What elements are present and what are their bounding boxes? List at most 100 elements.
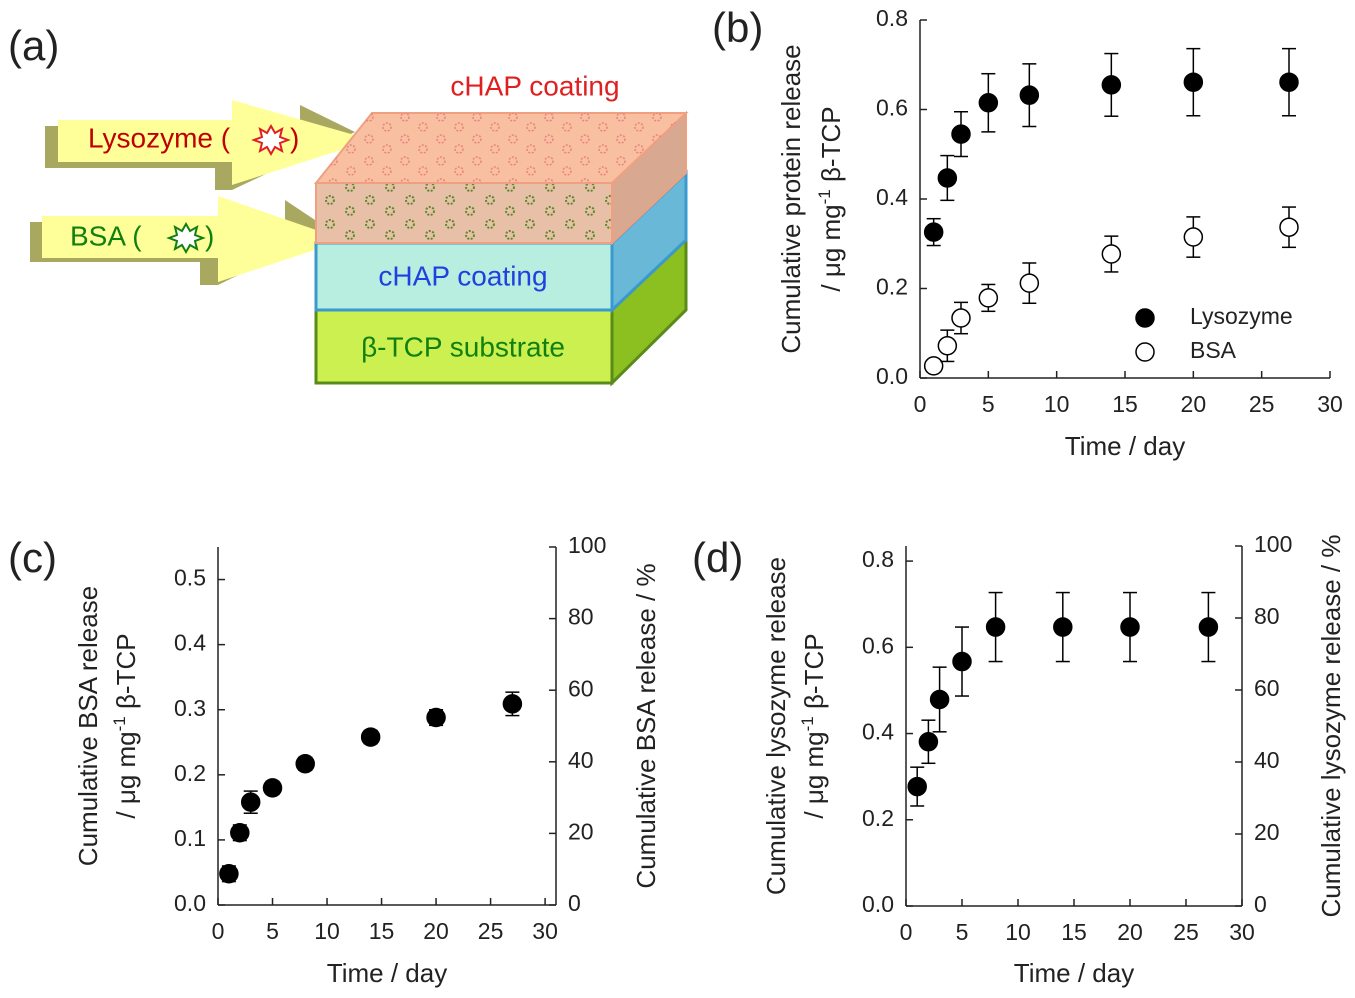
y-tick-label: 0.2 (174, 760, 206, 786)
x-axis-label: Time / day (1014, 958, 1134, 988)
chart: (c) 0 5 10 15 20 25 30 0.0 0.1 0.2 0.3 0.4 0.5 0 20 40 60… (8, 532, 661, 988)
x-tick-label: 20 (1181, 391, 1207, 417)
label-part: β-TCP (799, 633, 829, 716)
legend-marker (1135, 342, 1155, 362)
point (1120, 617, 1140, 637)
protein-label: BSA ( (70, 220, 142, 251)
point (1279, 72, 1299, 92)
bsa-particles (316, 183, 612, 243)
y2-tick-label: 100 (568, 532, 606, 558)
point (978, 93, 999, 113)
y-axis-label: / μg mg-1 β-TCP (798, 633, 829, 818)
y-tick-label: 0.4 (876, 184, 908, 210)
x-tick-label: 30 (1317, 391, 1343, 417)
diagram: (a) cHAP coating Lysozyme ( ) BSA ( ) cH… (8, 22, 689, 387)
x-tick-label: 0 (900, 919, 913, 945)
x-tick-label: 20 (423, 918, 449, 944)
y-tick-label: 0.4 (174, 630, 206, 656)
y-tick-label: 0.0 (862, 891, 894, 917)
layer-label: β-TCP substrate (361, 331, 565, 362)
x-tick-label: 20 (1117, 919, 1143, 945)
point (978, 288, 999, 308)
y2-axis-label: Cumulative BSA release / % (631, 563, 661, 888)
point (1019, 273, 1040, 293)
layer-label: cHAP coating (450, 70, 619, 101)
point (240, 792, 261, 812)
point (1183, 72, 1204, 92)
protein-label: ) (205, 220, 214, 251)
point (951, 308, 971, 328)
point (262, 778, 283, 798)
y2-tick-label: 0 (568, 890, 581, 916)
label-part: / μg mg (799, 731, 829, 818)
point (985, 617, 1006, 637)
point (937, 168, 958, 188)
y-tick-label: 0.6 (862, 632, 894, 658)
point (918, 731, 939, 752)
legend-label: Lysozyme (1190, 303, 1293, 329)
y-tick-label: 0.6 (876, 95, 908, 121)
y-tick-label: 0.5 (174, 565, 206, 591)
point (502, 694, 523, 714)
y-axis-label: Cumulative lysozyme release (761, 557, 791, 895)
label-part: / μg mg (816, 204, 846, 291)
y2-axis-label: Cumulative lysozyme release / % (1316, 535, 1346, 918)
y-tick-label: 0.0 (876, 363, 908, 389)
y-tick-label: 0.0 (174, 890, 206, 916)
y2-tick-label: 80 (568, 604, 594, 630)
x-tick-label: 10 (1044, 391, 1070, 417)
y-tick-label: 0.2 (862, 805, 894, 831)
x-tick-label: 15 (1061, 919, 1087, 945)
x-tick-label: 25 (478, 918, 504, 944)
y2-tick-label: 60 (568, 675, 594, 701)
y2-tick-label: 100 (1254, 531, 1292, 557)
x-tick-label: 10 (314, 918, 340, 944)
x-axis-label: Time / day (327, 958, 447, 988)
lysozyme-icon (251, 123, 291, 157)
layer-label: cHAP coating (378, 260, 547, 291)
panel-label: (a) (8, 22, 59, 69)
x-tick-label: 25 (1249, 391, 1275, 417)
point (426, 707, 446, 728)
point (1053, 617, 1073, 637)
y-axis-label: / μg mg-1 β-TCP (110, 633, 141, 818)
point (360, 727, 381, 747)
label-sup: -1 (798, 716, 817, 731)
point (219, 864, 239, 884)
point (951, 124, 971, 144)
x-tick-label: 25 (1173, 919, 1199, 945)
point (295, 754, 315, 774)
y2-tick-label: 40 (568, 747, 594, 773)
x-tick-label: 10 (1005, 919, 1031, 945)
point (937, 336, 958, 356)
x-tick-label: 0 (914, 391, 927, 417)
y-tick-label: 0.2 (876, 274, 908, 300)
point (923, 222, 944, 242)
x-tick-label: 0 (212, 918, 225, 944)
chart: (d) 0 5 10 15 20 25 30 0.0 0.2 0.4 0.6 0.8 0 20 40 60 80 1… (692, 531, 1346, 988)
point (1101, 75, 1122, 95)
arrow (58, 100, 372, 185)
legend-label: BSA (1190, 337, 1237, 363)
x-tick-label: 15 (369, 918, 395, 944)
label-part: β-TCP (111, 633, 141, 716)
y-tick-label: 0.8 (862, 546, 894, 572)
lysozyme-particles (316, 113, 686, 183)
y2-tick-label: 20 (568, 818, 594, 844)
panel-label: (b) (712, 4, 763, 51)
y-axis-label: Cumulative protein release (776, 44, 806, 353)
panel-label: (d) (692, 534, 743, 581)
label-sup: -1 (110, 716, 129, 731)
y-tick-label: 0.4 (862, 719, 894, 745)
y2-tick-label: 0 (1254, 891, 1267, 917)
label-part: / μg mg (111, 731, 141, 818)
point (1198, 617, 1219, 637)
point (1101, 244, 1122, 264)
y-axis-label: / μg mg-1 β-TCP (815, 106, 846, 291)
y2-tick-label: 60 (1254, 675, 1280, 701)
y-tick-label: 0.3 (174, 695, 206, 721)
legend-marker (1135, 308, 1155, 328)
x-tick-label: 5 (982, 391, 995, 417)
point (230, 822, 250, 843)
